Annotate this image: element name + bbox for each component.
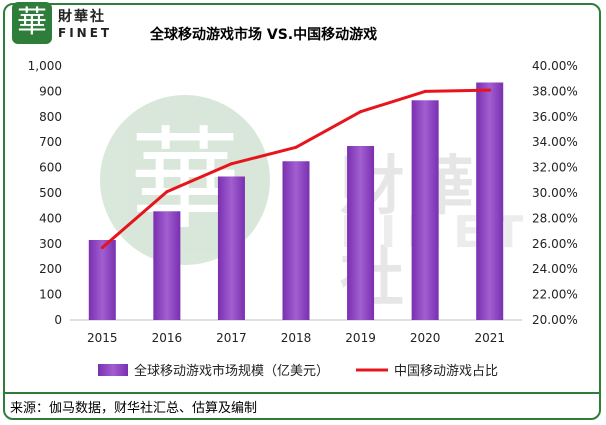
y-right-tick-label: 36.00% bbox=[532, 110, 578, 124]
y-right-tick-label: 22.00% bbox=[532, 288, 578, 302]
line-point bbox=[423, 89, 427, 93]
y-right-tick-label: 26.00% bbox=[532, 237, 578, 251]
bar bbox=[476, 82, 504, 320]
y-right-tick-label: 20.00% bbox=[532, 313, 578, 327]
y-left-tick-label: 100 bbox=[39, 288, 62, 302]
line-point bbox=[229, 162, 233, 166]
line-point bbox=[359, 110, 363, 114]
y-left-tick-label: 400 bbox=[39, 211, 62, 225]
line-point bbox=[488, 88, 492, 92]
y-left-tick-label: 700 bbox=[39, 135, 62, 149]
x-tick-label: 2015 bbox=[87, 331, 118, 345]
y-left-tick-label: 500 bbox=[39, 186, 62, 200]
bar bbox=[217, 176, 245, 320]
line-point bbox=[100, 246, 104, 250]
brand-logo: 華 財華社 FINET bbox=[12, 2, 152, 46]
y-right-tick-label: 28.00% bbox=[532, 211, 578, 225]
bar bbox=[282, 161, 310, 320]
bar bbox=[347, 146, 375, 320]
legend-line-label: 中国移动游戏占比 bbox=[394, 364, 498, 379]
legend-bar-label: 全球移动游戏市场规模（亿美元） bbox=[134, 363, 329, 379]
line-point bbox=[294, 145, 298, 149]
y-right-tick-label: 32.00% bbox=[532, 161, 578, 175]
y-left-tick-label: 800 bbox=[39, 110, 62, 124]
logo-name-cn: 財華社 bbox=[58, 9, 106, 25]
y-right-tick-label: 34.00% bbox=[532, 135, 578, 149]
y-left-tick-label: 600 bbox=[39, 161, 62, 175]
x-tick-label: 2021 bbox=[474, 331, 505, 345]
source-divider bbox=[5, 392, 599, 394]
source-note: 来源：伽马数据，财华社汇总、估算及编制 bbox=[10, 401, 258, 416]
x-tick-label: 2017 bbox=[216, 331, 247, 345]
y-right-tick-label: 38.00% bbox=[532, 84, 578, 98]
line-point bbox=[165, 190, 169, 194]
x-tick-label: 2019 bbox=[345, 331, 376, 345]
y-left-tick-label: 0 bbox=[54, 313, 62, 327]
y-left-tick-label: 200 bbox=[39, 262, 62, 276]
logo-name-en: FINET bbox=[58, 26, 113, 40]
bar bbox=[153, 211, 181, 320]
bar bbox=[411, 100, 439, 320]
y-left-tick-label: 1,000 bbox=[28, 59, 62, 73]
chart-frame bbox=[3, 3, 601, 420]
bar bbox=[88, 239, 116, 320]
x-tick-label: 2016 bbox=[152, 331, 183, 345]
x-tick-label: 2020 bbox=[410, 331, 441, 345]
y-left-tick-label: 900 bbox=[39, 84, 62, 98]
y-right-tick-label: 24.00% bbox=[532, 262, 578, 276]
y-right-tick-label: 40.00% bbox=[532, 59, 578, 73]
y-left-tick-label: 300 bbox=[39, 237, 62, 251]
logo-mark: 華 bbox=[12, 2, 52, 44]
x-tick-label: 2018 bbox=[281, 331, 312, 345]
y-right-tick-label: 30.00% bbox=[532, 186, 578, 200]
legend-bar-swatch bbox=[98, 364, 128, 376]
chart-title: 全球移动游戏市场 VS.中国移动游戏 bbox=[150, 27, 378, 43]
